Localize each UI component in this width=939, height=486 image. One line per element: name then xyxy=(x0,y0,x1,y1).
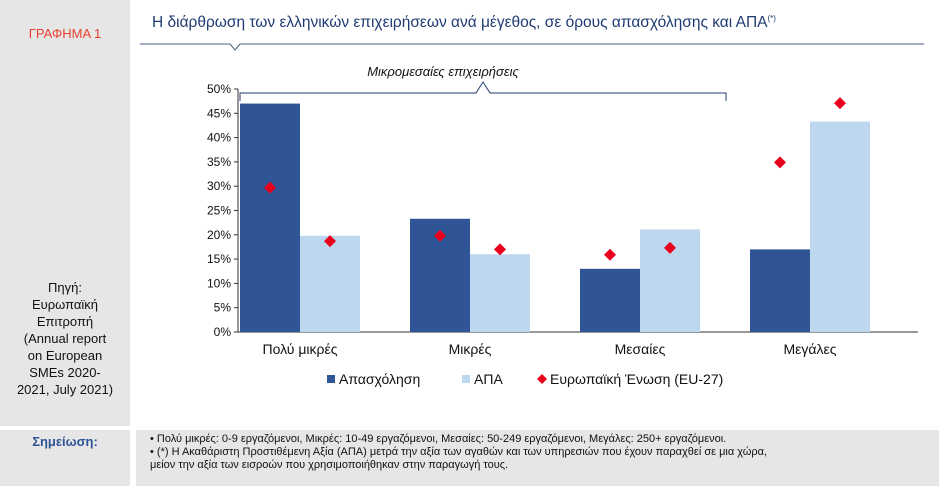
chart-title-text: Η διάρθρωση των ελληνικών επιχειρήσεων α… xyxy=(152,14,768,32)
sidebar: ΓΡΑΦΗΜΑ 1 Πηγή: Ευρωπαϊκή Επιτροπή (Annu… xyxy=(0,0,130,426)
legend-apa-label: ΑΠΑ xyxy=(474,371,503,387)
legend-apa-swatch xyxy=(462,375,470,383)
source-line: Πηγή: xyxy=(48,280,82,295)
eu-marker xyxy=(264,181,276,194)
x-tick-label: Μεσαίες xyxy=(615,341,666,357)
legend-employment-swatch xyxy=(327,375,335,383)
eu-marker xyxy=(604,248,616,261)
note-label-panel xyxy=(0,430,130,486)
legend-eu-swatch xyxy=(537,374,547,384)
y-tick-label: 20% xyxy=(207,228,231,242)
legend-employment-label: Απασχόληση xyxy=(339,371,420,387)
note-line: μείον την αξία των εισροών που χρησιμοπο… xyxy=(150,459,509,471)
eu-marker xyxy=(774,156,786,169)
eu-marker xyxy=(834,97,846,110)
eu-marker xyxy=(664,241,676,254)
note-line: • (*) Η Ακαθάριστη Προστιθέμενη Αξία (ΑΠ… xyxy=(150,446,768,458)
notes-panel xyxy=(136,430,939,486)
apa-bar xyxy=(470,254,530,332)
title-underline-notch xyxy=(229,43,241,51)
x-tick-label: Μεγάλες xyxy=(784,341,837,357)
employment-bar xyxy=(240,103,300,332)
employment-bar xyxy=(580,268,640,332)
eu-marker xyxy=(494,243,506,256)
y-tick-label: 30% xyxy=(207,179,231,193)
y-tick-label: 5% xyxy=(214,301,232,315)
notes: • Πολύ μικρές: 0-9 εργαζόμενοι, Μικρές: … xyxy=(150,433,919,472)
y-tick-label: 40% xyxy=(207,131,231,145)
x-tick-label: Μικρές xyxy=(449,341,492,357)
eu-marker xyxy=(324,235,336,248)
y-tick-label: 25% xyxy=(207,204,231,218)
annotation-label: Μικρομεσαίες επιχειρήσεις xyxy=(367,64,519,79)
source-line: on European xyxy=(27,348,103,363)
source-line: Ευρωπαϊκή xyxy=(31,297,99,312)
chart-title: Η διάρθρωση των ελληνικών επιχειρήσεων α… xyxy=(152,14,776,32)
source-text: Πηγή: Ευρωπαϊκή Επιτροπή (Annual report … xyxy=(0,279,130,398)
apa-bar xyxy=(300,235,360,332)
chart-title-sup: (*) xyxy=(767,14,776,23)
source-line: 2021, July 2021) xyxy=(16,382,114,397)
source-line: (Annual report xyxy=(23,331,107,346)
note-line: • Πολύ μικρές: 0-9 εργαζόμενοι, Μικρές: … xyxy=(150,433,727,445)
chart-number-label: ΓΡΑΦΗΜΑ 1 xyxy=(28,26,102,41)
y-tick-label: 10% xyxy=(207,276,231,290)
source-line: Επιτροπή xyxy=(36,314,94,329)
employment-bar xyxy=(750,249,810,332)
source-line: SMEs 2020- xyxy=(29,365,101,380)
y-tick-label: 35% xyxy=(207,155,231,169)
legend-eu-label: Ευρωπαϊκή Ένωση (EU-27) xyxy=(550,371,723,387)
y-tick-label: 15% xyxy=(207,252,231,266)
annotation-brace xyxy=(239,81,727,101)
y-tick-label: 0% xyxy=(214,325,232,339)
x-tick-label: Πολύ μικρές xyxy=(263,341,338,357)
note-label: Σημείωση: xyxy=(32,434,98,449)
y-tick-label: 50% xyxy=(207,82,231,96)
eu-marker xyxy=(434,229,446,242)
y-tick-label: 45% xyxy=(207,106,231,120)
apa-bar xyxy=(810,121,870,332)
